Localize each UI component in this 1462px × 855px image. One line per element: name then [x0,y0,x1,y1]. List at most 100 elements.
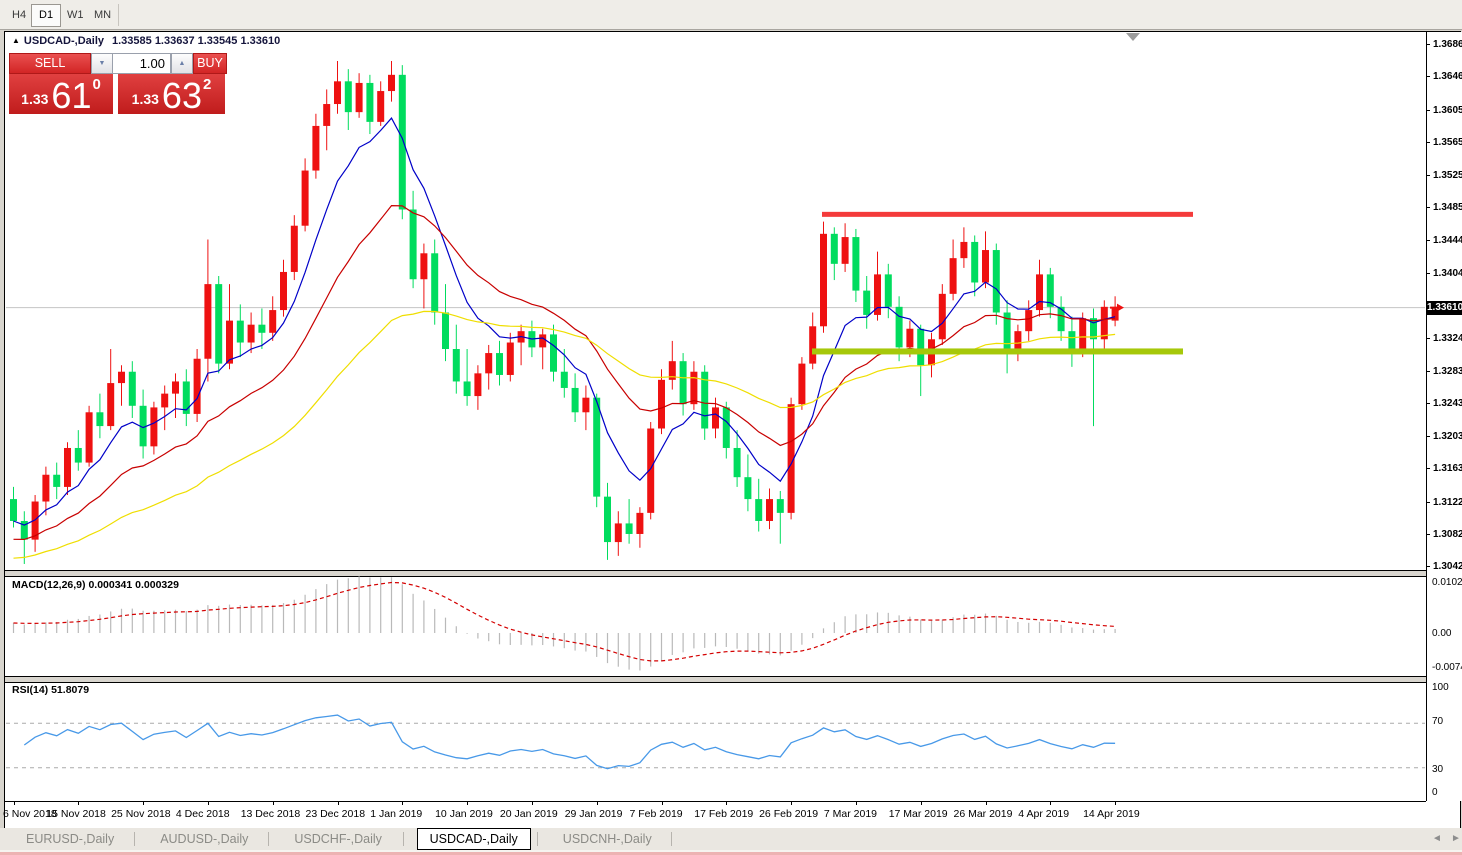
main-price-chart[interactable] [5,32,1426,570]
symbol-tab-usdcnh[interactable]: USDCNH-,Daily [562,832,652,846]
arrow-up-icon: ▲ [178,60,186,67]
date-tick-mark [531,802,533,805]
timeframe-tab-mn[interactable]: MN [94,9,112,21]
panel-splitter[interactable] [5,570,1426,577]
date-label: 13 Dec 2018 [240,808,301,820]
price-tick-mark [1427,109,1430,111]
ohlc-values: 1.33585 1.33637 1.33545 1.33610 [112,35,281,47]
date-tick-mark [467,802,469,805]
date-label: 25 Nov 2018 [111,808,171,820]
arrow-down-icon: ▼ [98,60,106,67]
date-tick-mark [402,802,404,805]
tab-divider [536,832,538,846]
price-tick-mark [1427,403,1430,405]
price-tick-label: 1.30420 [1433,561,1462,573]
price-tick-label: 1.32830 [1433,365,1462,377]
axis-divider [5,801,1426,802]
date-label: 6 Nov 2018 [3,808,57,820]
ask-price-point: 2 [202,76,212,93]
timeframe-toolbar: H4 D1 W1 MN [0,0,1462,30]
price-tick-label: 1.34850 [1433,202,1462,214]
date-label: 1 Jan 2019 [370,808,423,820]
scroll-right-icon[interactable]: ► [1451,833,1461,844]
date-tick-mark [272,802,274,805]
timeframe-tab-d1[interactable]: D1 [31,4,62,27]
date-label: 26 Mar 2019 [953,808,1013,820]
price-tick-label: 1.32030 [1433,430,1462,442]
price-tick-mark [1427,533,1430,535]
date-tick-mark [337,802,339,805]
price-tick-label: 1.35650 [1433,137,1462,149]
price-tick-mark [1427,76,1430,78]
price-tick-mark [1427,468,1430,470]
price-tick-mark [1427,240,1430,242]
date-tick-mark [920,802,922,805]
price-tick-mark [1427,337,1430,339]
sell-button[interactable]: SELL [9,53,91,74]
bid-price-major: 1.33 [21,91,49,107]
ask-price-pips: 63 [161,75,202,116]
bid-price-pips: 61 [51,75,92,116]
price-tick-label: 1.34040 [1433,267,1462,279]
date-label: 15 Nov 2018 [46,808,106,820]
date-axis[interactable]: 6 Nov 2018 15 Nov 2018 25 Nov 2018 4 Dec 20… [3,802,1426,826]
indicator-scale-label: 100 [1432,682,1449,693]
price-tick-mark [1427,435,1430,437]
price-axis[interactable]: 1.36860 1.36460 1.36050 1.35650 1.35250 1.348… [1426,32,1462,801]
symbol-tab-bar: ◄ ► EURUSD-,Daily AUDUSD-,Daily USDCHF-,Da… [0,828,1462,850]
price-tick-mark [1427,272,1430,274]
price-tick-label: 1.30820 [1433,528,1462,540]
date-tick-mark [855,802,857,805]
price-tick-label: 1.36460 [1433,71,1462,83]
date-tick-mark [143,802,145,805]
date-label: 10 Jan 2019 [435,808,493,820]
tab-divider [671,832,672,846]
indicator-scale-label: 0 [1432,787,1438,798]
symbol-tab-usdcad[interactable]: USDCAD-,Daily [416,828,531,850]
ask-price-major: 1.33 [131,91,159,107]
symbol-tab-audusd[interactable]: AUDUSD-,Daily [160,832,249,846]
timeframe-tab-h4[interactable]: H4 [12,9,27,21]
price-tick-mark [1427,174,1430,176]
bid-price-panel[interactable]: 1.33 61 0 [9,74,113,114]
collapse-trade-panel-icon[interactable]: ▲ [12,36,20,45]
volume-input[interactable] [112,53,171,74]
ask-price-panel[interactable]: 1.33 63 2 [118,74,225,114]
volume-increase-button[interactable]: ▲ [171,53,193,74]
price-tick-label: 1.34440 [1433,235,1462,247]
status-strip-accent [0,852,1462,855]
tab-divider [402,832,404,846]
date-label: 26 Feb 2019 [759,808,819,820]
date-tick-mark [791,802,793,805]
date-label: 4 Apr 2019 [1018,808,1070,820]
bid-price-point: 0 [92,76,101,93]
date-tick-mark [78,802,80,805]
date-tick-mark [596,802,598,805]
date-tick-mark [207,802,209,805]
date-tick-mark [985,802,987,805]
price-tick-label: 1.33240 [1433,332,1462,344]
price-tick-mark [1427,142,1430,144]
rsi-indicator-panel[interactable] [5,681,1426,801]
chart-title: ▲ USDCAD-,Daily 1.33585 1.33637 1.33545 1.… [12,35,280,47]
date-label: 7 Feb 2019 [629,808,683,820]
buy-button[interactable]: BUY [193,53,227,74]
symbol-tab-eurusd[interactable]: EURUSD-,Daily [26,832,115,846]
panel-splitter[interactable] [5,676,1426,683]
date-label: 29 Jan 2019 [564,808,623,820]
price-tick-mark [1427,370,1430,372]
chart-window [4,31,1461,829]
macd-indicator-panel[interactable] [5,576,1426,676]
scroll-left-icon[interactable]: ◄ [1432,833,1442,844]
symbol-tab-usdchf[interactable]: USDCHF-,Daily [294,832,382,846]
tab-divider [134,832,136,846]
symbol-period-label: USDCAD-,Daily [23,35,104,47]
rsi-label: RSI(14) 51.8079 [12,684,90,696]
tab-divider [268,832,270,846]
price-tick-label: 1.36860 [1433,39,1462,50]
chart-shift-marker-icon[interactable] [1126,33,1140,41]
date-tick-mark [13,802,15,805]
timeframe-tab-w1[interactable]: W1 [67,9,84,21]
indicator-scale-label: -0.007477 [1432,662,1462,673]
